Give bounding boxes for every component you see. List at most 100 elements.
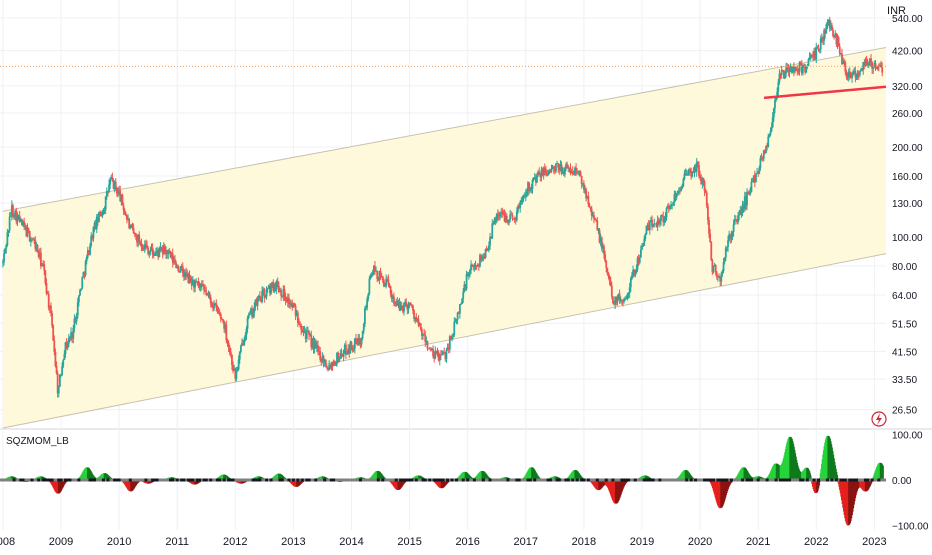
- candle[interactable]: [463, 284, 466, 292]
- candle[interactable]: [527, 182, 529, 192]
- momentum-histogram[interactable]: [0, 435, 886, 526]
- candle[interactable]: [493, 218, 496, 224]
- candle[interactable]: [587, 195, 590, 205]
- candle[interactable]: [403, 302, 405, 312]
- candle[interactable]: [755, 173, 757, 183]
- candle[interactable]: [842, 60, 844, 65]
- candle[interactable]: [624, 298, 627, 300]
- candle[interactable]: [684, 173, 687, 176]
- candle[interactable]: [83, 272, 86, 276]
- candle[interactable]: [481, 257, 484, 261]
- candle[interactable]: [717, 275, 719, 278]
- candle[interactable]: [188, 275, 191, 283]
- candle[interactable]: [239, 345, 242, 353]
- candle[interactable]: [646, 225, 649, 226]
- candle[interactable]: [364, 308, 366, 325]
- candle[interactable]: [415, 316, 418, 321]
- candle[interactable]: [64, 342, 67, 355]
- candle[interactable]: [212, 306, 214, 309]
- candle[interactable]: [345, 344, 347, 355]
- candle[interactable]: [492, 223, 495, 225]
- candle[interactable]: [343, 344, 346, 350]
- candle[interactable]: [251, 308, 253, 317]
- candle[interactable]: [499, 213, 501, 216]
- candle[interactable]: [560, 164, 563, 174]
- candle[interactable]: [332, 361, 335, 366]
- candle[interactable]: [700, 178, 703, 185]
- candle[interactable]: [626, 293, 629, 299]
- candle[interactable]: [337, 352, 339, 362]
- candle[interactable]: [320, 359, 323, 362]
- candle[interactable]: [728, 234, 731, 241]
- candle[interactable]: [658, 220, 661, 224]
- candle[interactable]: [260, 298, 262, 302]
- candle[interactable]: [767, 136, 770, 147]
- candle[interactable]: [309, 334, 312, 336]
- candle[interactable]: [301, 329, 304, 333]
- candle[interactable]: [503, 214, 506, 222]
- candle[interactable]: [262, 289, 265, 292]
- candle[interactable]: [101, 212, 104, 216]
- candle[interactable]: [355, 338, 357, 343]
- candle[interactable]: [314, 341, 317, 348]
- candle[interactable]: [563, 168, 566, 175]
- candle[interactable]: [285, 300, 288, 303]
- candle[interactable]: [216, 307, 219, 311]
- candle[interactable]: [47, 293, 50, 309]
- candle[interactable]: [521, 199, 524, 201]
- candle[interactable]: [324, 359, 327, 367]
- candle[interactable]: [750, 181, 753, 192]
- candle[interactable]: [597, 229, 600, 231]
- candle[interactable]: [696, 162, 699, 166]
- candle[interactable]: [263, 289, 266, 298]
- candle[interactable]: [395, 301, 398, 305]
- candle[interactable]: [169, 251, 172, 258]
- candle[interactable]: [490, 236, 493, 239]
- candle[interactable]: [228, 347, 231, 352]
- candle[interactable]: [853, 71, 856, 72]
- candle[interactable]: [790, 66, 793, 73]
- candle[interactable]: [290, 302, 293, 305]
- candle[interactable]: [455, 319, 458, 321]
- candle[interactable]: [834, 33, 837, 38]
- candle[interactable]: [661, 215, 663, 217]
- candle[interactable]: [427, 348, 430, 350]
- candle[interactable]: [424, 334, 427, 342]
- candle[interactable]: [19, 218, 22, 223]
- candle[interactable]: [134, 233, 137, 236]
- candle[interactable]: [595, 219, 598, 221]
- candle[interactable]: [89, 245, 91, 255]
- candle[interactable]: [62, 359, 65, 367]
- candle[interactable]: [703, 181, 706, 192]
- candle[interactable]: [145, 244, 147, 246]
- candle[interactable]: [61, 366, 64, 375]
- candle[interactable]: [456, 312, 459, 320]
- candle[interactable]: [48, 305, 51, 309]
- candle[interactable]: [244, 335, 247, 340]
- candle[interactable]: [470, 264, 472, 271]
- candle[interactable]: [549, 170, 552, 172]
- candle[interactable]: [636, 258, 639, 270]
- candle[interactable]: [209, 297, 212, 304]
- candle[interactable]: [369, 276, 372, 279]
- candle[interactable]: [168, 250, 171, 252]
- candle[interactable]: [98, 211, 100, 223]
- candle[interactable]: [165, 250, 167, 254]
- candle[interactable]: [505, 215, 508, 223]
- candle[interactable]: [220, 318, 223, 320]
- candle[interactable]: [327, 367, 329, 371]
- candle[interactable]: [223, 321, 226, 329]
- candle[interactable]: [416, 319, 419, 321]
- candle[interactable]: [318, 351, 320, 352]
- candle[interactable]: [689, 169, 691, 171]
- candle[interactable]: [302, 330, 305, 333]
- candle[interactable]: [384, 285, 386, 287]
- candle[interactable]: [495, 213, 498, 222]
- candle[interactable]: [111, 177, 114, 182]
- candle[interactable]: [99, 211, 102, 215]
- candle[interactable]: [784, 73, 786, 79]
- candle[interactable]: [577, 171, 580, 173]
- candle[interactable]: [184, 272, 186, 277]
- candle[interactable]: [457, 312, 460, 314]
- candle[interactable]: [196, 281, 199, 282]
